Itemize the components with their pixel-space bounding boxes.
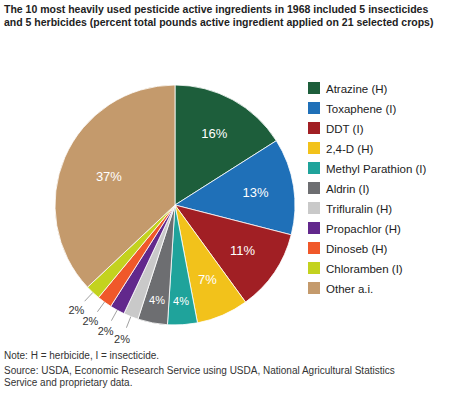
data-label: 16% [201, 126, 227, 141]
data-label: 37% [96, 169, 122, 184]
legend-swatch [308, 282, 320, 294]
legend-label: Chloramben (I) [326, 263, 403, 275]
data-label: 2% [114, 333, 130, 345]
legend-swatch [308, 182, 320, 194]
title: The 10 most heavily used pesticide activ… [4, 3, 444, 29]
legend-label: Methyl Parathion (I) [326, 163, 427, 175]
note: Note: H = herbicide, I = insecticide. [4, 350, 424, 362]
leader-line [111, 310, 117, 321]
slice [55, 85, 175, 287]
legend-label: Propachlor (H) [326, 223, 401, 235]
data-label: 2% [68, 304, 84, 316]
legend-label: Aldrin (I) [326, 183, 370, 195]
legend-swatch [308, 122, 320, 134]
legend-label: 2,4-D (H) [326, 143, 373, 155]
leader-line [97, 302, 104, 312]
data-label: 13% [243, 185, 269, 200]
note: Source: USDA, Economic Research Service … [4, 365, 424, 389]
legend-swatch [308, 202, 320, 214]
legend-label: Atrazine (H) [326, 83, 388, 95]
legend-swatch [308, 82, 320, 94]
legend-swatch [308, 162, 320, 174]
legend-swatch [308, 102, 320, 114]
legend-swatch [308, 242, 320, 254]
legend-swatch [308, 262, 320, 274]
data-label: 7% [198, 272, 217, 287]
data-label: 4% [173, 295, 189, 307]
data-labels: 16%13%11%7%4%4%2%2%2%2%37% [68, 126, 269, 345]
data-label: 2% [98, 325, 114, 337]
slices [55, 85, 295, 325]
legend-label: Dinoseb (H) [326, 243, 388, 255]
legend-swatch [308, 222, 320, 234]
legend-label: Toxaphene (I) [326, 103, 396, 115]
notes: Note: H = herbicide, I = insecticide. Sou… [4, 350, 424, 392]
data-label: 4% [149, 294, 165, 306]
legend-label: Other a.i. [326, 283, 373, 295]
data-label: 11% [230, 243, 255, 258]
legend-label: DDT (I) [326, 123, 364, 135]
leader-line [126, 317, 130, 328]
legend-label: Trifluralin (H) [326, 203, 392, 215]
leader-line [85, 292, 93, 301]
chart: 16%13%11%7%4%4%2%2%2%2%37%Atrazine (H)To… [0, 0, 449, 397]
data-label: 2% [82, 315, 98, 327]
legend: Atrazine (H) Toxaphene (I) DDT (I) 2,4-D (H… [308, 82, 427, 295]
legend-swatch [308, 142, 320, 154]
